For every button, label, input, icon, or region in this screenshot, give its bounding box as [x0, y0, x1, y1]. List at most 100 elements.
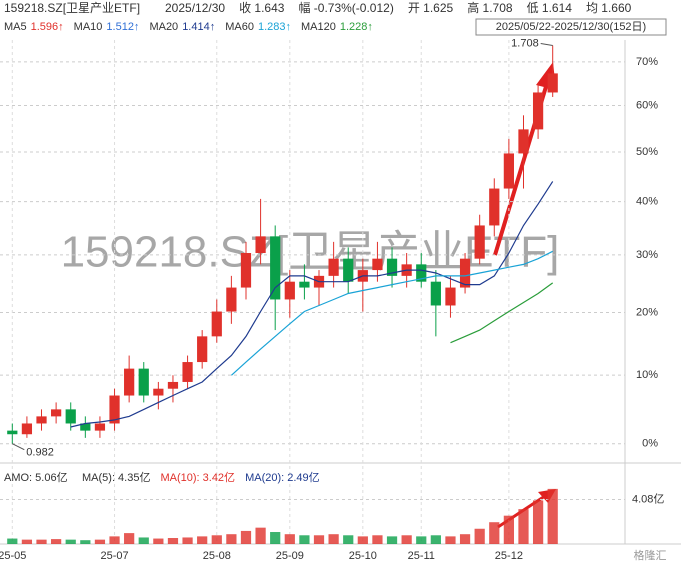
candle-body: [445, 287, 456, 306]
volume-bar: [489, 522, 500, 544]
annotation: 0.982: [26, 447, 54, 459]
volume-bar: [474, 528, 485, 544]
volume-bar: [7, 538, 18, 544]
y-tick-label: 20%: [636, 306, 658, 318]
volume-bar: [357, 536, 368, 544]
volume-bar: [343, 535, 354, 544]
volume-bar: [270, 532, 281, 544]
header-item: 收 1.643: [239, 1, 285, 15]
candle-body: [80, 423, 91, 431]
candle-body: [489, 188, 500, 226]
header-item: 开 1.625: [408, 1, 454, 15]
candle-body: [197, 336, 208, 363]
volume-bar: [503, 515, 514, 544]
candle-body: [474, 225, 485, 259]
candle-body: [386, 258, 398, 276]
header-item: 低 1.614: [527, 1, 573, 15]
y-tick-label: 50%: [636, 146, 658, 158]
volume-bar: [255, 527, 266, 544]
candle-body: [532, 92, 544, 130]
volume-bar: [445, 536, 456, 544]
volume-bar: [518, 509, 529, 544]
candle-body: [21, 423, 33, 435]
ma-value: 1.512↑: [106, 21, 139, 33]
candle-body: [547, 73, 558, 93]
ma-value: 1.596↑: [31, 21, 64, 33]
volume-bar: [51, 539, 62, 544]
x-tick-label: 25-05: [0, 550, 26, 562]
range-box: [475, 18, 667, 36]
candle-body: [240, 253, 252, 288]
header-item: 高 1.708: [467, 0, 513, 15]
candle-body: [7, 430, 18, 435]
y-tick-label: 4.08亿: [632, 492, 664, 505]
volume-bar: [459, 534, 471, 544]
volume-bar: [21, 539, 33, 544]
ma-label: MA120: [301, 21, 336, 33]
candle-body: [167, 381, 179, 389]
y-tick-label: 70%: [636, 56, 658, 68]
x-tick-label: 25-10: [349, 550, 377, 562]
candle-body: [255, 236, 266, 254]
candle-body: [36, 416, 47, 424]
volume-bar: [313, 535, 325, 544]
ma-label: MA20: [149, 21, 178, 33]
volume-bar: [138, 537, 149, 544]
volume-bar: [547, 488, 558, 544]
candle-body: [51, 409, 62, 417]
ma-value: 1.414↑: [182, 21, 215, 33]
volume-legend: MA(5): 4.35亿: [82, 471, 150, 484]
y-tick-label: 40%: [636, 196, 658, 208]
candle-body: [372, 258, 383, 271]
volume-bar: [197, 536, 208, 544]
candle-body: [284, 281, 295, 300]
volume-legend: MA(20): 2.49亿: [245, 471, 320, 484]
volume-bar: [182, 537, 193, 544]
volume-bar: [386, 536, 398, 544]
x-tick-label: 25-09: [276, 550, 304, 562]
volume-bar: [372, 535, 383, 544]
volume-bar: [532, 500, 544, 544]
ma-value: 1.283↑: [258, 21, 291, 33]
volume-legend: MA(10): 3.42亿: [160, 471, 235, 484]
volume-bar: [124, 533, 135, 544]
volume-bar: [299, 535, 310, 544]
candle-body: [94, 423, 106, 431]
y-tick-label: 0%: [642, 438, 658, 450]
y-tick-label: 60%: [636, 99, 658, 111]
volume-bar: [153, 538, 164, 544]
candle-body: [182, 362, 193, 382]
candle-body: [65, 409, 76, 424]
annotation-leader: [12, 443, 25, 451]
ma-label: MA60: [225, 21, 254, 33]
ticker: 159218.SZ[卫星产业ETF]: [4, 1, 140, 15]
y-tick-label: 10%: [636, 369, 658, 381]
volume-bar: [226, 534, 237, 544]
candle-body: [270, 236, 281, 300]
candle-body: [416, 264, 427, 282]
candle-body: [153, 388, 164, 396]
volume-bar: [401, 535, 412, 544]
volume-bar: [328, 534, 339, 544]
candle-body: [299, 281, 310, 288]
x-tick-label: 25-12: [495, 550, 523, 562]
candle-body: [226, 287, 237, 312]
volume-bar: [430, 535, 441, 544]
candle-body: [124, 368, 135, 396]
y-tick-label: 30%: [636, 249, 658, 261]
x-tick-label: 25-08: [203, 550, 231, 562]
ma-line: [450, 282, 554, 344]
x-tick-label: 25-11: [408, 550, 435, 562]
ma-line: [70, 181, 554, 428]
candle-body: [109, 395, 120, 424]
candle-body: [459, 258, 471, 288]
candle-body: [518, 129, 529, 154]
volume-title: AMO: 5.06亿: [4, 471, 68, 484]
candle-body: [430, 281, 441, 306]
volume-bar: [240, 530, 252, 544]
ma-label: MA5: [4, 21, 27, 33]
candle-body: [343, 258, 354, 282]
volume-bar: [416, 536, 427, 544]
ma-value: 1.228↑: [340, 21, 373, 33]
